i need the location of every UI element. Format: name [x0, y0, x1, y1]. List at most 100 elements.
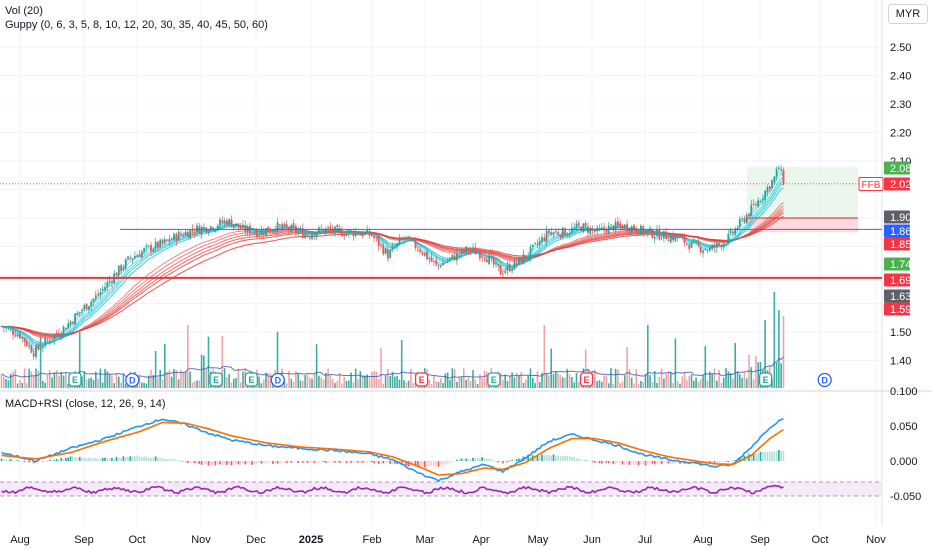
volume-bar [189, 371, 191, 388]
event-marker-8: E [758, 372, 773, 387]
macd-histogram-bar [674, 461, 677, 464]
candle-body [285, 224, 288, 227]
price-tag-bg [884, 302, 910, 316]
volume-bar [348, 380, 350, 388]
macd-histogram-bar [536, 454, 539, 461]
macd-histogram-bar [62, 458, 65, 461]
volume-bar [727, 371, 730, 388]
candle-body [281, 224, 283, 228]
macd-histogram-bar [161, 458, 164, 461]
macd-histogram-bar [242, 461, 244, 464]
candle-body [692, 241, 695, 243]
macd-histogram-bar [42, 461, 44, 462]
macd-histogram-bar [357, 461, 359, 463]
candle-body [393, 247, 396, 248]
candle-body [232, 225, 235, 228]
time-axis[interactable]: Aug Sep Oct Nov Dec 2025 Feb Mar Apr May Jun Jul Aug… [10, 534, 886, 546]
macd-histogram-bar [534, 456, 536, 461]
volume-bar [451, 368, 454, 388]
price-tag: 1.74 [884, 257, 911, 271]
volume-bar [403, 380, 405, 388]
macd-histogram-bar [368, 461, 371, 463]
macd-histogram-bar [428, 461, 431, 467]
candle-body [419, 249, 421, 252]
price-tag-bg [884, 224, 910, 238]
candle-body [60, 334, 63, 337]
fast-ema-5 [1, 172, 784, 350]
volume-bar [235, 378, 237, 388]
macd-histogram-bar [90, 458, 92, 461]
candle-body [697, 242, 700, 246]
macd-histogram-bar [23, 461, 26, 463]
macd-histogram-bar [548, 454, 550, 461]
macd-histogram-bar [780, 450, 782, 461]
volume-bar [713, 368, 716, 388]
legend-guppy[interactable]: Guppy (0, 6, 3, 5, 8, 10, 12, 20, 30, 35… [5, 19, 268, 31]
volume-bar [375, 371, 378, 388]
candle-body [414, 239, 417, 249]
volume-bar [30, 371, 33, 388]
candle-body [0, 326, 3, 327]
candle-body [166, 239, 168, 241]
legend-vol[interactable]: Vol (20) [5, 5, 43, 17]
macd-histogram-bar [492, 459, 495, 461]
volume-bar [295, 371, 297, 388]
candle-body [331, 228, 334, 233]
volume-bar [446, 372, 449, 388]
volume-bar [389, 376, 391, 388]
volume-bar [55, 370, 58, 388]
candle-body [322, 228, 325, 232]
candle-body [311, 235, 313, 240]
price-tag-bg [884, 257, 910, 271]
price-tag: 1.69 [884, 273, 911, 287]
volume-bar [297, 373, 299, 388]
candle-body [308, 237, 311, 239]
volume-bar [467, 377, 470, 388]
macd-histogram-bar [292, 461, 295, 463]
candle-body [577, 222, 580, 226]
volume-bar [752, 379, 755, 388]
volume-bar [732, 378, 734, 388]
macd-histogram-bar [258, 461, 260, 463]
candle-body [437, 265, 440, 266]
candle-body [28, 345, 30, 347]
volume-bar [237, 368, 240, 388]
candle-body [637, 233, 640, 235]
macd-histogram-bar [113, 458, 115, 461]
macd-histogram-bar [571, 456, 573, 461]
legend-macd[interactable]: MACD+RSI (close, 12, 26, 9, 14) [5, 398, 166, 410]
macd-histogram-bar [435, 461, 437, 466]
volume-bar [106, 371, 109, 388]
volume-bar [598, 380, 601, 388]
macd-histogram-bar [157, 457, 159, 461]
macd-histogram-bar [53, 459, 56, 461]
volume-bar [170, 376, 173, 388]
price-tick-label: 1.40 [890, 356, 911, 368]
earnings-icon [209, 372, 223, 387]
macd-histogram-bar [711, 461, 713, 464]
macd-histogram-bar [134, 455, 136, 461]
volume-bar [775, 362, 778, 388]
macd-histogram-bar [474, 458, 477, 461]
candle-body [127, 256, 129, 260]
candle-body [646, 230, 649, 233]
macd-histogram-bar [676, 461, 679, 464]
candle-body [584, 223, 587, 226]
volume-bar [39, 337, 42, 388]
volume-bar [58, 375, 60, 388]
macd-histogram-bar [95, 457, 97, 461]
macd-histogram-bar [166, 458, 168, 461]
volume-bar [258, 376, 260, 388]
price-axis[interactable]: 2.502.402.302.202.101.501.402.082.02FFB1… [858, 42, 921, 503]
horizontal-levels[interactable] [0, 183, 882, 279]
macd-histogram-bar [327, 461, 329, 463]
macd-histogram-bar [458, 459, 460, 461]
currency-selector[interactable]: MYR [888, 4, 928, 24]
earnings-icon [487, 372, 501, 387]
volume-bar [515, 372, 518, 388]
volume-bar [67, 383, 69, 388]
volume-bar [83, 371, 86, 388]
volume-bar [228, 374, 230, 388]
